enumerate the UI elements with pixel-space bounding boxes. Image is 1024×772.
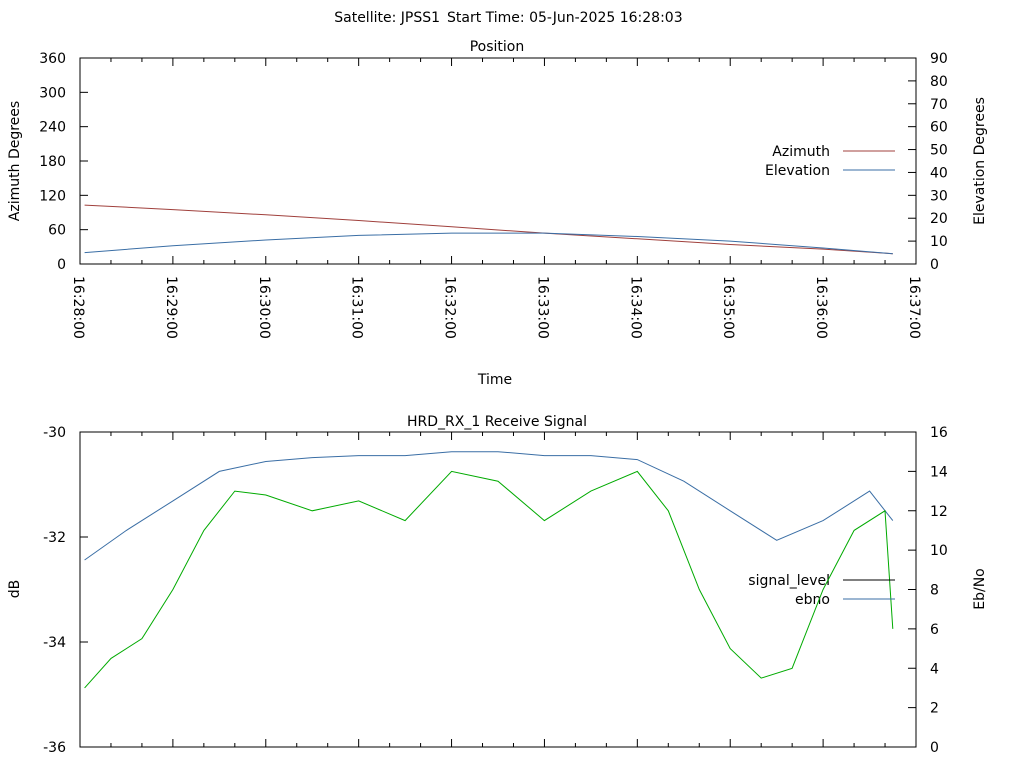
series-line-ebno xyxy=(84,451,894,561)
y-tick-label: -32 xyxy=(43,530,66,546)
position-y-label: Azimuth Degrees xyxy=(7,101,23,221)
x-tick-label: 16:36:00 xyxy=(813,276,829,339)
signal-title: HRD_RX_1 Receive Signal xyxy=(407,414,587,430)
x-tick-label: 16:28:00 xyxy=(70,276,86,339)
y2-tick-label: 8 xyxy=(930,583,939,599)
y-tick-label: -34 xyxy=(43,635,66,651)
y-tick-label: 0 xyxy=(57,257,66,273)
y2-tick-label: 6 xyxy=(930,622,939,638)
y2-tick-label: 16 xyxy=(930,425,948,441)
y2-tick-label: 0 xyxy=(930,740,939,756)
y-tick-label: 300 xyxy=(39,85,66,101)
y2-tick-label: 60 xyxy=(930,120,948,136)
signal-y2-label: Eb/No xyxy=(972,568,988,610)
x-tick-label: 16:34:00 xyxy=(627,276,643,339)
y2-tick-label: 40 xyxy=(930,165,948,181)
y2-tick-label: 4 xyxy=(930,661,939,677)
legend-elevation-label: Elevation xyxy=(765,163,830,179)
series-line-series-2 xyxy=(84,470,894,689)
y2-tick-label: 0 xyxy=(930,257,939,273)
y2-tick-label: 50 xyxy=(930,143,948,159)
position-x-label: Time xyxy=(477,372,512,388)
y-tick-label: 360 xyxy=(39,51,66,67)
header-start-time: Start Time: 05-Jun-2025 16:28:03 xyxy=(447,10,683,26)
y-tick-label: -36 xyxy=(43,740,66,756)
x-tick-label: 16:29:00 xyxy=(163,276,179,339)
series-line-azimuth xyxy=(84,204,893,255)
y-tick-label: 180 xyxy=(39,154,66,170)
signal-y-label: dB xyxy=(7,580,23,599)
x-tick-label: 16:35:00 xyxy=(720,276,736,339)
y2-tick-label: 90 xyxy=(930,51,948,67)
y-tick-label: 120 xyxy=(39,188,66,204)
y2-tick-label: 10 xyxy=(930,543,948,559)
y-tick-label: 60 xyxy=(48,223,66,239)
x-tick-label: 16:33:00 xyxy=(534,276,550,339)
y2-tick-label: 30 xyxy=(930,188,948,204)
receive-signal-chart: HRD_RX_1 Receive Signal dB Eb/No signal_… xyxy=(7,414,988,756)
signal-plot-frame xyxy=(79,431,917,748)
position-y2-label: Elevation Degrees xyxy=(972,97,988,225)
y-tick-label: 240 xyxy=(39,120,66,136)
y2-tick-label: 2 xyxy=(930,701,939,717)
legend-ebno-label: ebno xyxy=(795,592,830,608)
series-line-elevation xyxy=(84,232,893,255)
y2-tick-label: 12 xyxy=(930,504,948,520)
x-tick-label: 16:32:00 xyxy=(442,276,458,339)
y2-tick-label: 14 xyxy=(930,464,948,480)
header-satellite: Satellite: JPSS1 xyxy=(334,10,440,26)
y2-tick-label: 80 xyxy=(930,74,948,90)
position-title: Position xyxy=(470,39,525,55)
y2-tick-label: 10 xyxy=(930,234,948,250)
y2-tick-label: 70 xyxy=(930,97,948,113)
legend-azimuth-label: Azimuth xyxy=(772,144,830,160)
position-chart: Position Time Azimuth Degrees Elevation … xyxy=(7,39,988,388)
y-tick-label: -30 xyxy=(43,425,66,441)
legend-signal-level-label: signal_level xyxy=(748,573,830,589)
x-tick-label: 16:37:00 xyxy=(906,276,922,339)
x-tick-label: 16:31:00 xyxy=(349,276,365,339)
x-tick-label: 16:30:00 xyxy=(256,276,272,339)
y2-tick-label: 20 xyxy=(930,211,948,227)
